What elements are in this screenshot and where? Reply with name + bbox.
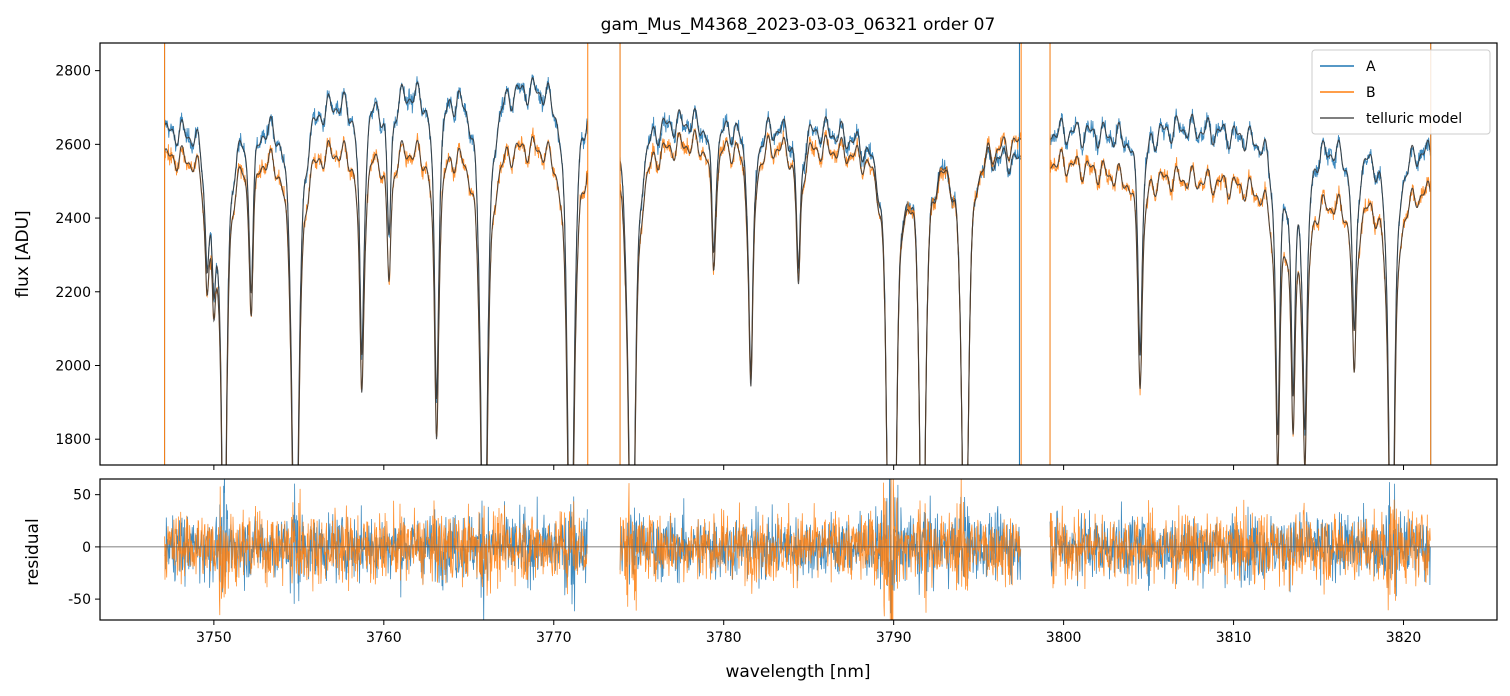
residual-plot-area <box>100 479 1497 620</box>
flux-y-tick-label-1: 2000 <box>55 358 91 374</box>
x-tick-label-7: 3820 <box>1386 630 1422 646</box>
flux-x-ticks <box>213 465 1405 470</box>
residual-y-tick-label-2: 50 <box>73 488 91 504</box>
residual-x-ticks: 3750 3760 3770 3780 3790 3800 3810 3820 <box>196 620 1421 646</box>
flux-y-axis-label: flux [ADU] <box>13 210 33 297</box>
flux-panel: 1800 2000 2200 2400 2600 2800 flux [ADU] A B … <box>13 42 1498 470</box>
x-tick-label-1: 3760 <box>366 630 402 646</box>
legend-box <box>1311 49 1491 135</box>
legend-label-b: B <box>1366 85 1376 101</box>
segment-edges <box>164 43 1432 465</box>
telluric-model-b-segment-1 <box>619 129 1022 465</box>
telluric-model-b-segment-0 <box>164 135 588 465</box>
residual-b-segment-1 <box>619 479 1022 620</box>
x-tick-label-0: 3750 <box>196 630 232 646</box>
legend-label-a: A <box>1366 59 1376 75</box>
residual-panel-frame <box>99 478 1498 621</box>
x-axis-label: wavelength [nm] <box>725 662 870 682</box>
flux-y-tick-label-4: 2600 <box>55 137 91 153</box>
flux-y-ticks: 1800 2000 2200 2400 2600 2800 <box>55 64 100 448</box>
x-tick-label-6: 3810 <box>1216 630 1252 646</box>
legend-label-model: telluric model <box>1366 111 1462 127</box>
telluric-model-a-segment-0 <box>164 76 588 465</box>
x-tick-label-5: 3800 <box>1046 630 1082 646</box>
x-tick-label-3: 3780 <box>706 630 742 646</box>
x-tick-label-4: 3790 <box>876 630 912 646</box>
residual-y-ticks: -50 0 50 <box>68 488 100 608</box>
legend: A B telluric model <box>1311 49 1491 135</box>
flux-observed-a-segment-2 <box>1049 108 1431 465</box>
flux-y-tick-label-2: 2200 <box>55 285 91 301</box>
x-tick-label-2: 3770 <box>536 630 572 646</box>
residual-b-segment-2 <box>1049 499 1431 611</box>
residual-y-tick-label-1: 0 <box>82 540 91 556</box>
flux-panel-background <box>100 43 1497 465</box>
flux-y-tick-label-0: 1800 <box>55 432 91 448</box>
telluric-model-b-segment-2 <box>1049 148 1431 465</box>
residual-series-b <box>164 479 1431 620</box>
chart-title: gam_Mus_M4368_2023-03-03_06321 order 07 <box>601 15 996 35</box>
residual-y-tick-label-0: -50 <box>68 592 91 608</box>
flux-y-tick-label-3: 2400 <box>55 211 91 227</box>
flux-y-tick-label-5: 2800 <box>55 64 91 80</box>
telluric-model-a-segment-2 <box>1049 113 1431 465</box>
residual-b-segment-0 <box>164 486 588 616</box>
residual-y-axis-label: residual <box>23 518 43 585</box>
telluric-model-b <box>164 129 1431 465</box>
flux-panel-frame <box>99 42 1498 466</box>
flux-plot-area <box>164 43 1432 465</box>
